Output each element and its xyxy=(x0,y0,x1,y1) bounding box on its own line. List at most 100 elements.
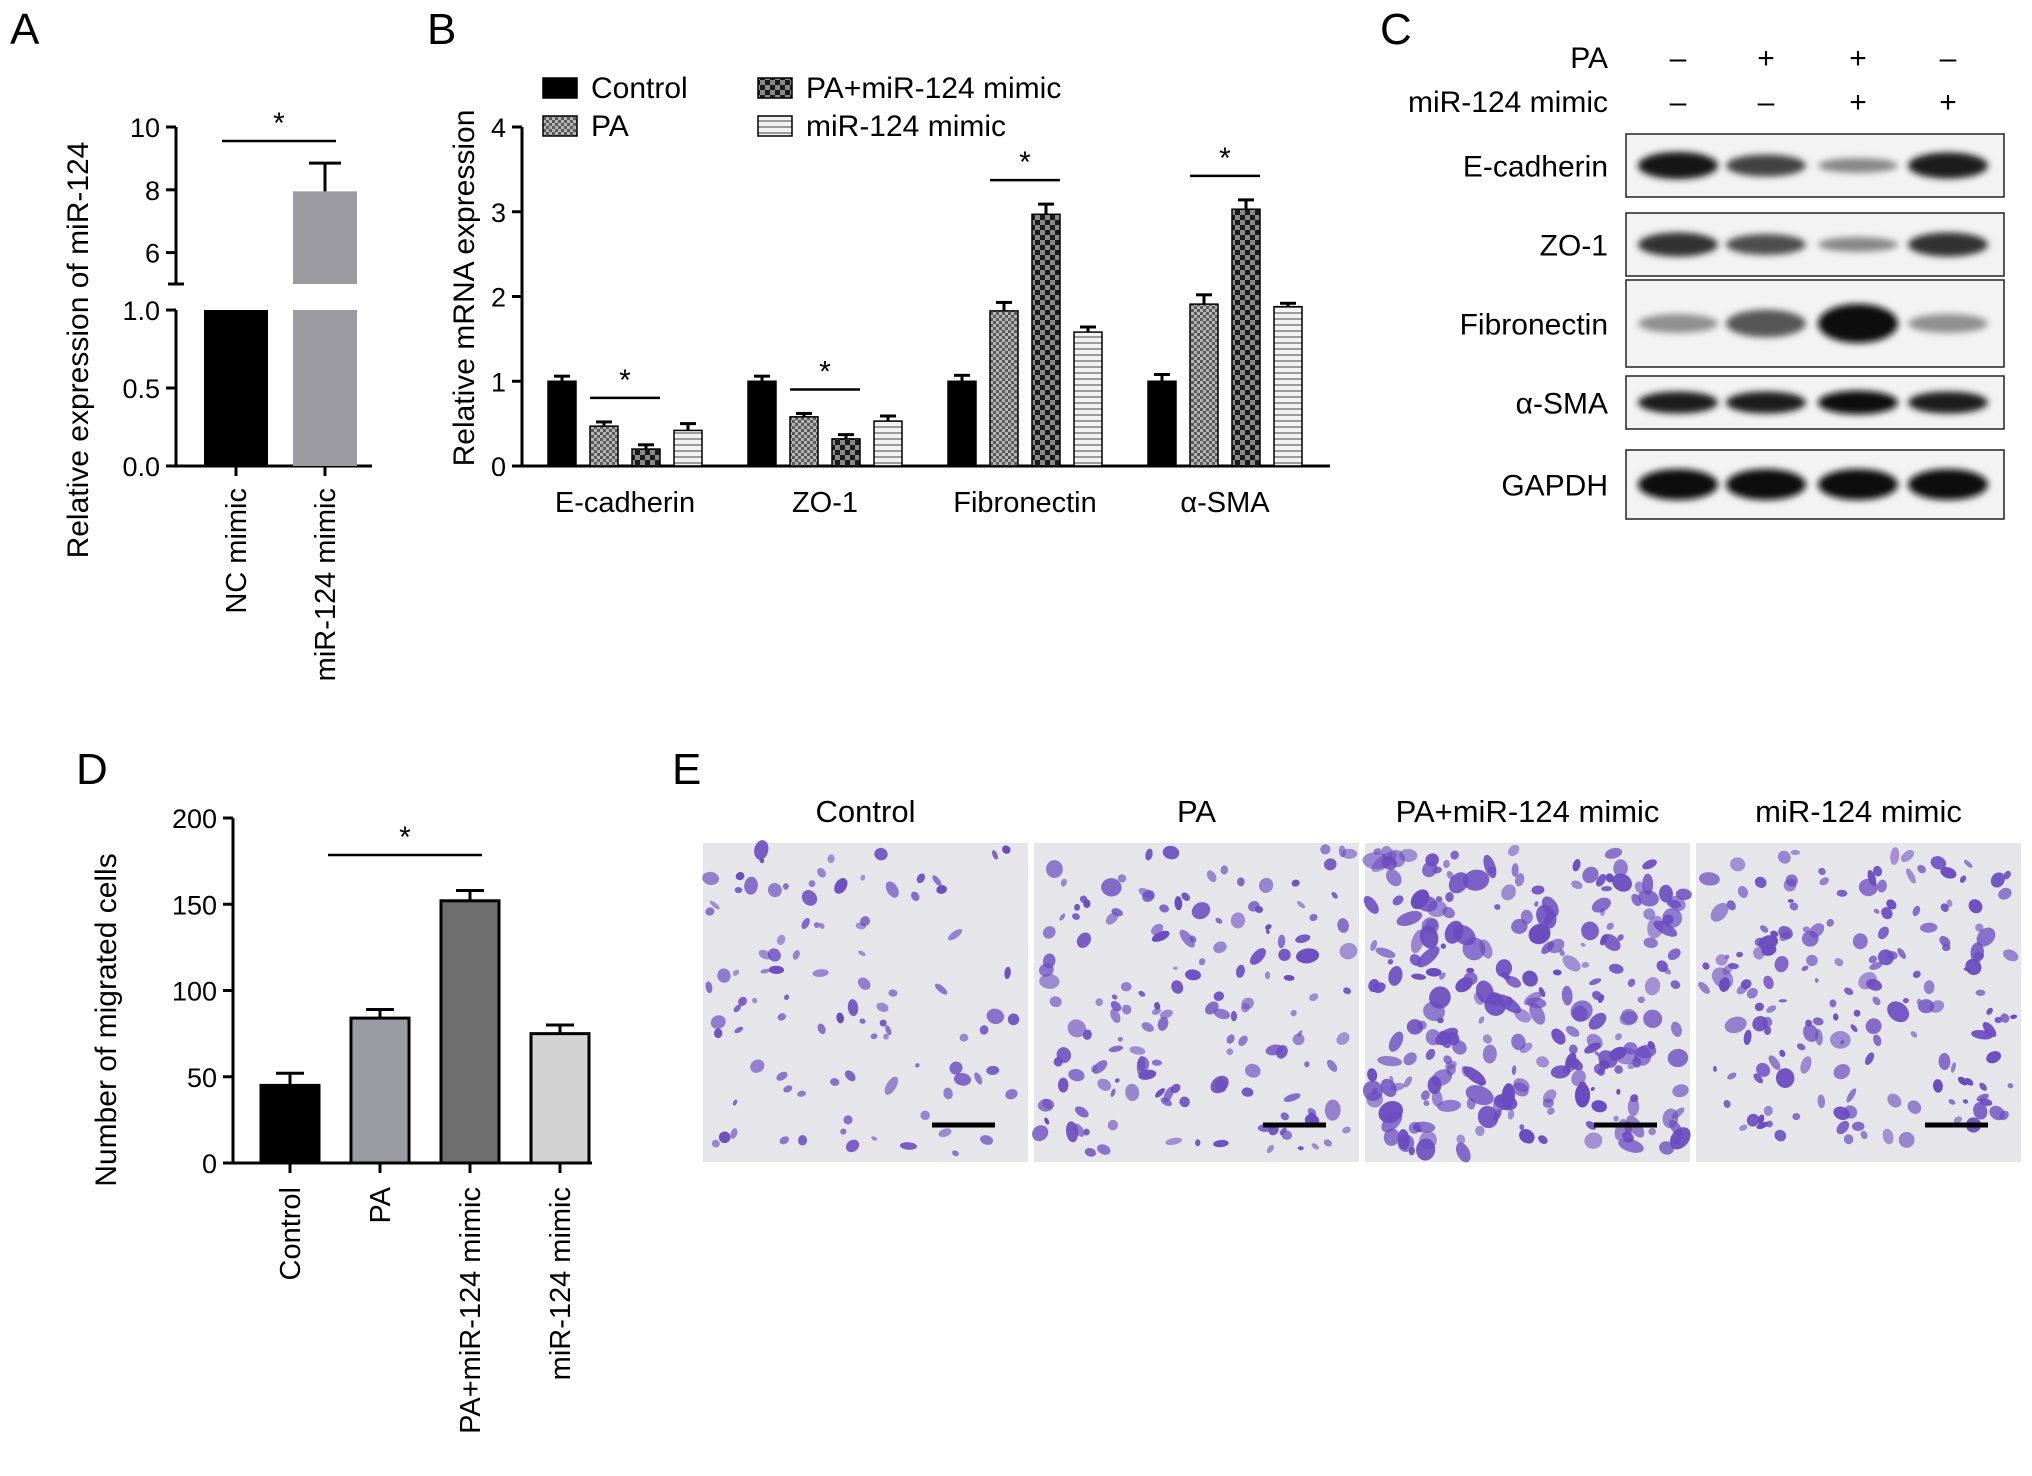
micrograph-cell xyxy=(1478,1016,1485,1024)
micrograph-cell xyxy=(1198,958,1206,966)
micrograph-cell xyxy=(779,1136,790,1145)
micrograph-cell xyxy=(1230,912,1246,929)
micrograph-cell xyxy=(1413,1121,1436,1133)
micrograph-cell xyxy=(1437,1099,1462,1112)
micrograph-cell xyxy=(1110,1088,1116,1097)
micrograph-cell xyxy=(1602,934,1621,951)
micrograph-cell xyxy=(1507,844,1520,857)
micrograph-cell xyxy=(1783,878,1797,892)
micrograph-cell xyxy=(870,1033,878,1040)
micrograph-cell xyxy=(1138,990,1146,997)
micrograph-cell xyxy=(959,1033,969,1042)
micrograph-cell xyxy=(1291,879,1300,887)
micrograph-cell xyxy=(1411,973,1427,980)
micrograph-cell xyxy=(1511,863,1519,877)
micrograph-cell xyxy=(1589,978,1602,986)
chart-b-category-label: E-cadherin xyxy=(555,487,695,519)
micrograph-cell xyxy=(845,1070,856,1082)
micrograph-cell xyxy=(1165,1137,1183,1146)
micrograph-cell xyxy=(1846,1088,1857,1103)
micrograph-cell xyxy=(1523,991,1543,1006)
blot-mir-sign: – xyxy=(1670,86,1687,119)
micrograph-cell xyxy=(1529,1002,1546,1025)
micrograph-cell xyxy=(767,882,782,898)
micrograph-cell xyxy=(1297,1146,1304,1151)
micrograph-cell xyxy=(812,969,829,977)
micrograph-cell xyxy=(710,1015,726,1029)
micrograph-cell xyxy=(1097,1144,1111,1155)
chart-a-ytick-label: 10 xyxy=(130,113,160,143)
micrograph-cell xyxy=(843,1115,853,1125)
micrograph-cell xyxy=(1387,849,1406,868)
micrograph-cell xyxy=(1746,987,1758,999)
chart-b-legend-label: PA xyxy=(591,110,629,143)
micrograph-cell xyxy=(1858,878,1878,897)
micrograph-cell xyxy=(734,886,743,894)
micrograph-cell xyxy=(1802,926,1811,933)
micrograph-cell xyxy=(1851,1121,1865,1132)
micrograph-cell xyxy=(1385,869,1402,887)
micrograph-cell xyxy=(936,885,947,894)
micrograph-cell xyxy=(767,948,781,962)
micrograph-cell xyxy=(1756,1062,1771,1077)
micrograph-cell xyxy=(783,994,790,1001)
chart-d-ytick-label: 0 xyxy=(202,1149,217,1179)
micrograph-cell xyxy=(1814,1029,1823,1046)
micrograph-cell xyxy=(827,854,835,864)
micrograph-cell xyxy=(1095,998,1103,1007)
micrograph-cell xyxy=(857,977,871,990)
micrograph-cell xyxy=(858,950,866,957)
micrograph-cell xyxy=(1737,885,1749,898)
micrograph-cell xyxy=(1666,899,1682,909)
micrograph-cell xyxy=(1979,1082,1987,1091)
micrograph-cell xyxy=(1215,917,1223,924)
blot-band xyxy=(1818,390,1898,415)
micrograph-background xyxy=(703,843,1028,1162)
micrograph-cell xyxy=(1494,904,1501,910)
micrograph-cell xyxy=(1101,878,1122,897)
micrograph-cell xyxy=(1337,918,1349,933)
micrograph-cell xyxy=(1853,1009,1861,1017)
micrograph-cell xyxy=(1443,1055,1453,1065)
micrograph-cell xyxy=(801,889,818,906)
micrograph-cell xyxy=(1058,1077,1069,1093)
micrograph-cell xyxy=(1205,1001,1219,1015)
micrograph-cell xyxy=(1534,901,1539,907)
micrograph-cell xyxy=(760,968,770,974)
micrograph-cell xyxy=(949,1061,963,1075)
micrograph-cell xyxy=(1005,1089,1018,1100)
micrograph-cell xyxy=(1634,1046,1652,1066)
micrograph-cell xyxy=(1643,1009,1663,1029)
micrograph-cell xyxy=(1425,853,1439,867)
micrograph-cell xyxy=(1919,922,1938,933)
micrograph-cell xyxy=(1998,887,2012,900)
micrograph-cell xyxy=(1443,859,1450,869)
micrograph-cell xyxy=(1536,904,1557,929)
micrograph-cell xyxy=(1049,996,1062,1008)
blot-band xyxy=(1638,468,1718,501)
micrograph-cell xyxy=(1409,954,1422,966)
micrograph-cell xyxy=(1887,1001,1910,1023)
micrograph-cell xyxy=(1976,1093,1989,1102)
micrograph-cell xyxy=(777,1013,786,1021)
chart-b-significance-star: * xyxy=(819,355,831,388)
blot-pa-sign: – xyxy=(1670,42,1687,75)
micrograph-image xyxy=(1696,843,2021,1162)
micrograph-cell xyxy=(1377,1055,1403,1067)
chart-b-significance-star: * xyxy=(1219,142,1231,175)
western-blot: PA miR-124 mimic – – + – + + – + E-cadherin ZO-1 F… xyxy=(1408,42,2005,520)
micrograph-cell xyxy=(1420,1090,1430,1101)
micrograph-cell xyxy=(1667,1048,1689,1068)
micrograph-cell xyxy=(1265,1044,1283,1056)
micrograph-cell xyxy=(1463,869,1490,891)
micrograph-cell xyxy=(1519,1129,1535,1144)
blot-band-label: α-SMA xyxy=(1516,388,1608,421)
chart-b-ylabel: Relative mRNA expression xyxy=(448,110,481,467)
micrograph-cell xyxy=(1159,1009,1173,1019)
chart-d-category-label: PA+miR-124 mimic xyxy=(455,1187,487,1434)
micrograph-cell xyxy=(1501,1083,1515,1110)
micrograph-cell xyxy=(910,891,920,901)
micrograph-cell xyxy=(1667,948,1681,961)
micrograph-cell xyxy=(1551,1028,1566,1045)
micrograph-cell xyxy=(1121,1004,1132,1015)
